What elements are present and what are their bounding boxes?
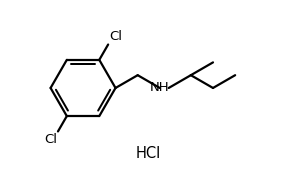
Text: Cl: Cl (109, 30, 122, 43)
Text: HCl: HCl (135, 146, 160, 161)
Text: Cl: Cl (44, 133, 57, 146)
Text: NH: NH (150, 81, 170, 94)
